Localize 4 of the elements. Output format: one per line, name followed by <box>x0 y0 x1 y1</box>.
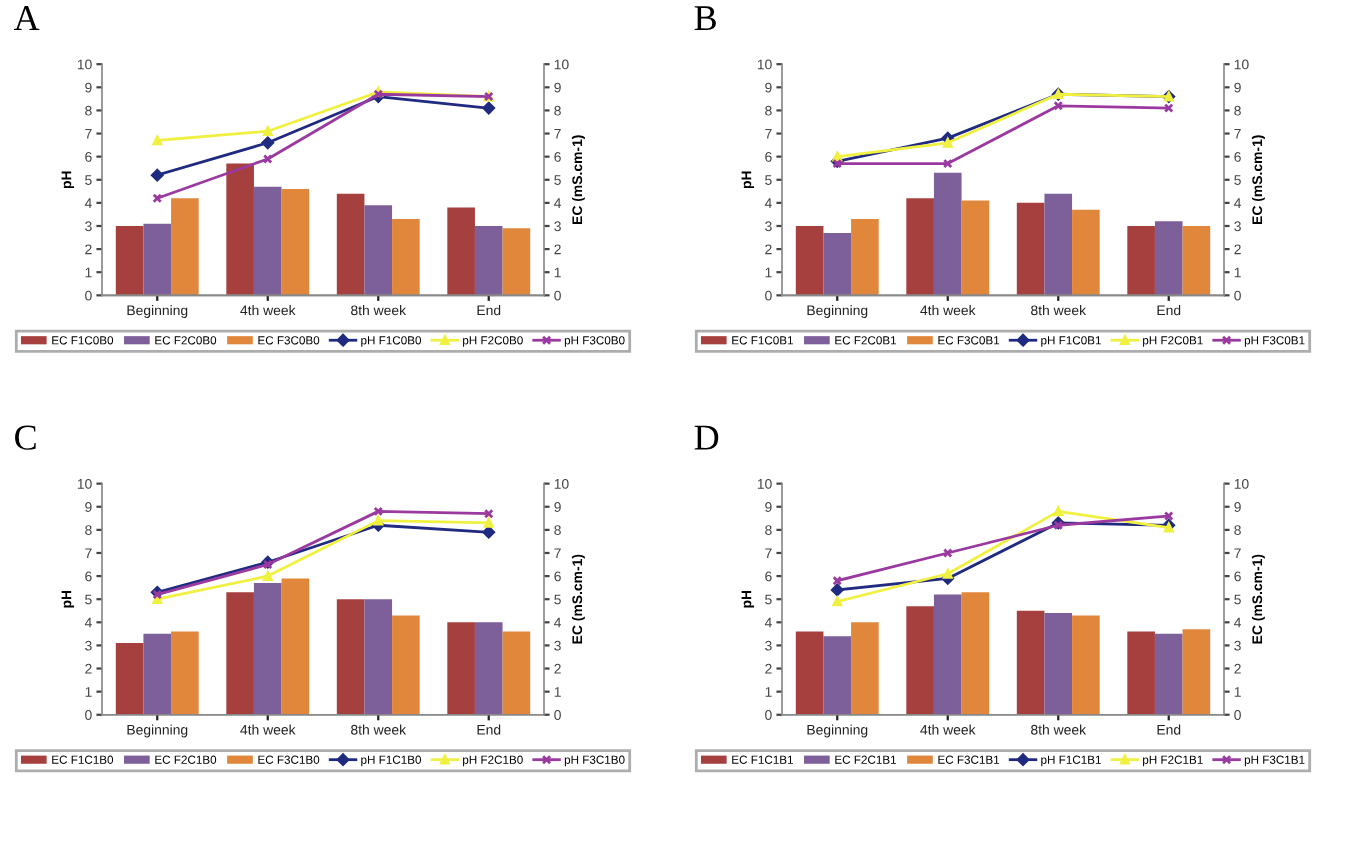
chart-title: B <box>694 6 716 31</box>
chart-title: D <box>694 425 719 450</box>
chart-title: A <box>13 6 40 30</box>
chart-title: C <box>15 425 36 450</box>
